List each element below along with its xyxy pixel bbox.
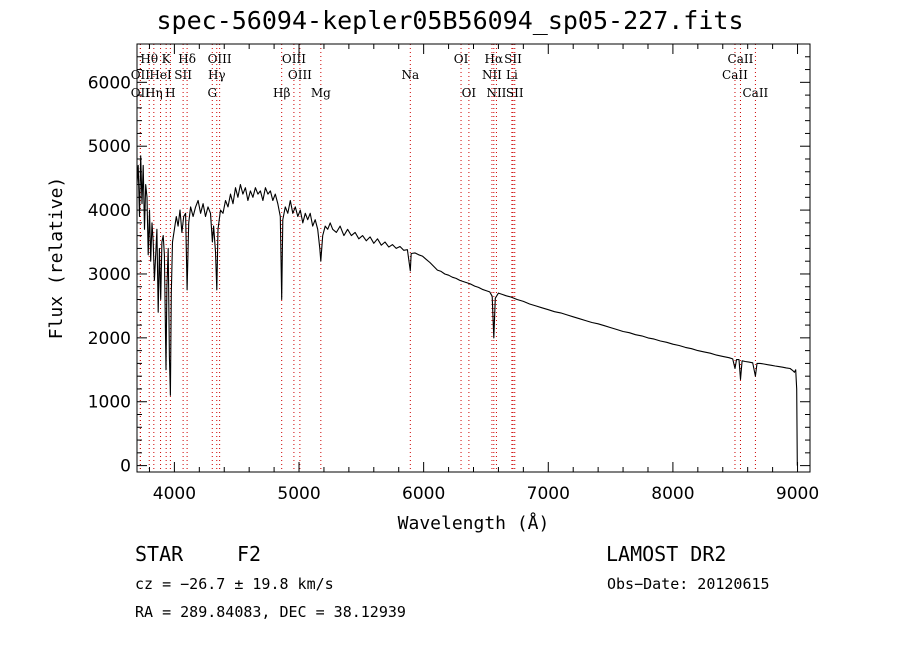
y-tick-label: 2000 (88, 329, 131, 349)
y-tick-label: 4000 (88, 201, 131, 221)
x-tick-label: 8000 (651, 484, 694, 504)
obs-date-text: Obs−Date: 20120615 (607, 575, 770, 593)
coordinates-text: RA = 289.84083, DEC = 38.12939 (135, 603, 406, 621)
line-label: SII (504, 52, 522, 66)
plot-frame (136, 43, 811, 473)
y-axis-label: Flux (relative) (46, 177, 67, 340)
x-tick-label: 5000 (277, 484, 320, 504)
line-label: OIII (208, 52, 232, 66)
line-label: OIII (282, 52, 306, 66)
line-label: OII (131, 86, 151, 100)
line-label: Hβ (273, 86, 290, 100)
line-label: Mg (311, 86, 331, 100)
line-label: CaII (742, 86, 768, 100)
line-label: K (162, 52, 172, 66)
line-label: CaII (728, 52, 754, 66)
y-tick-label: 0 (120, 457, 131, 477)
x-tick-label: 7000 (527, 484, 570, 504)
x-tick-label: 4000 (153, 484, 196, 504)
survey-name: LAMOST DR2 (606, 542, 727, 566)
line-label: Na (401, 68, 419, 82)
redshift-text: cz = −26.7 ± 19.8 km/s (135, 575, 334, 593)
line-label: Li (506, 68, 518, 82)
line-label: SII (506, 86, 524, 100)
y-tick-label: 3000 (88, 265, 131, 285)
x-tick-label: 9000 (776, 484, 819, 504)
line-label: Hθ (140, 52, 158, 66)
line-label: Hα (485, 52, 504, 66)
x-tick-label: 6000 (402, 484, 445, 504)
line-label: OI (462, 86, 477, 100)
spectrum-line (136, 155, 798, 466)
line-label: H (165, 86, 175, 100)
object-class: STAR (135, 542, 184, 566)
chart-title: spec-56094-kepler05B56094_sp05-227.fits (156, 6, 744, 35)
spectral-subclass: F2 (237, 542, 262, 566)
y-tick-label: 5000 (88, 137, 131, 157)
line-label: Hη (145, 86, 163, 100)
line-label: OIII (288, 68, 312, 82)
line-label: HeI (149, 68, 172, 82)
line-label: NII (482, 68, 502, 82)
line-label: Hδ (178, 52, 196, 66)
x-axis-label: Wavelength (Å) (398, 512, 550, 534)
line-label: CaII (722, 68, 748, 82)
line-label: Hγ (208, 68, 226, 82)
line-label: NII (486, 86, 506, 100)
line-label: G (207, 86, 217, 100)
y-tick-label: 1000 (88, 393, 131, 413)
line-label: SII (174, 68, 192, 82)
line-label: OII (131, 68, 151, 82)
line-label: OI (454, 52, 469, 66)
y-tick-label: 6000 (88, 73, 131, 93)
